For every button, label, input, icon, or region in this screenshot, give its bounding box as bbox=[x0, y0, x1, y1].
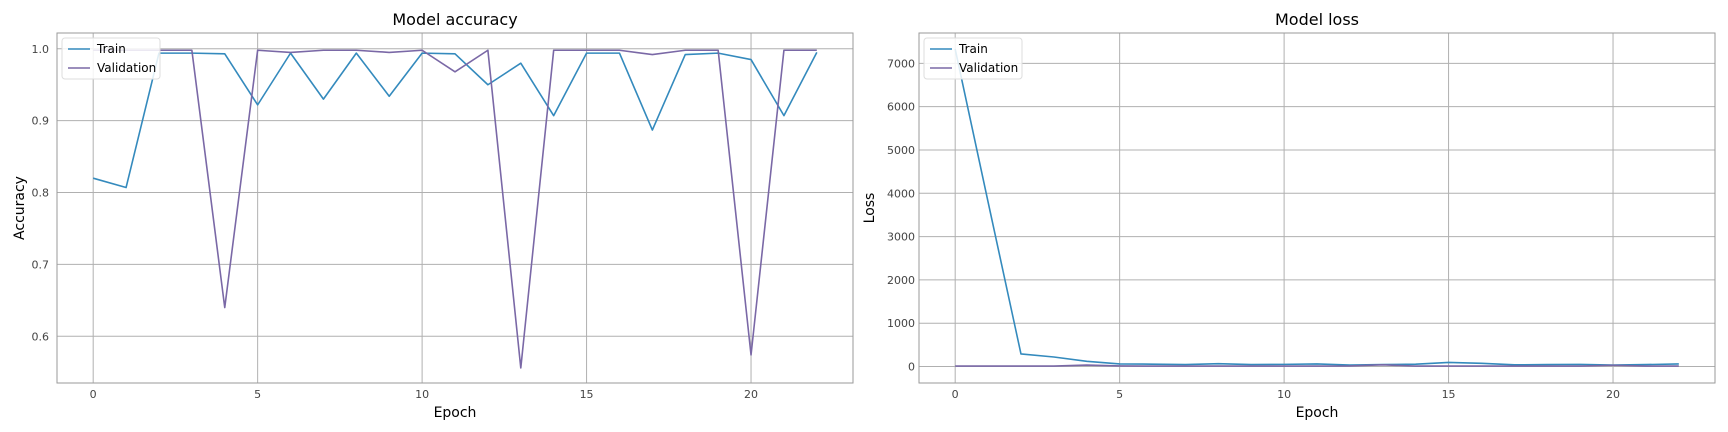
y-tick-label: 1.0 bbox=[32, 43, 50, 56]
x-tick-label: 0 bbox=[952, 388, 959, 401]
y-tick-label: 4000 bbox=[887, 187, 915, 200]
chart-title: Model accuracy bbox=[392, 10, 517, 29]
y-tick-label: 0.8 bbox=[32, 187, 50, 200]
series-line-train bbox=[954, 48, 1679, 366]
y-axis-label: Loss bbox=[862, 193, 878, 224]
y-tick-label: 3000 bbox=[887, 231, 915, 244]
legend: Train Validation bbox=[61, 37, 161, 80]
y-axis-label: Accuracy bbox=[12, 176, 28, 240]
x-axis-label: Epoch bbox=[1296, 405, 1339, 421]
x-tick-label: 15 bbox=[1442, 388, 1456, 401]
legend-label-validation: Validation bbox=[97, 61, 156, 75]
y-tick-label: 0.6 bbox=[32, 330, 50, 343]
chart-title: Model loss bbox=[1275, 10, 1359, 29]
x-tick-label: 5 bbox=[1116, 388, 1123, 401]
plot-area-frame bbox=[918, 32, 1716, 384]
y-tick-label: 1000 bbox=[887, 317, 915, 330]
y-tick-label: 2000 bbox=[887, 274, 915, 287]
x-tick-label: 15 bbox=[580, 388, 594, 401]
x-axis-label: Epoch bbox=[434, 405, 477, 421]
y-tick-label: 0.7 bbox=[32, 258, 50, 271]
y-tick-label: 5000 bbox=[887, 144, 915, 157]
x-tick-label: 0 bbox=[90, 388, 97, 401]
x-tick-label: 5 bbox=[254, 388, 261, 401]
legend: Train Validation bbox=[923, 37, 1023, 80]
chart-panel-2: 0 5 10 15 20 0 1000 2000 3000 4000 5000 6000 7000 Mod… bbox=[862, 10, 1716, 421]
x-tick-label: 10 bbox=[1277, 388, 1291, 401]
legend-label-validation: Validation bbox=[959, 61, 1018, 75]
plot-area-frame bbox=[56, 32, 854, 384]
series-line-validation bbox=[955, 364, 1679, 367]
x-tick-label: 10 bbox=[415, 388, 429, 401]
legend-label-train: Train bbox=[958, 42, 988, 56]
y-tick-label: 0.9 bbox=[32, 115, 50, 128]
x-tick-label: 20 bbox=[744, 388, 758, 401]
y-tick-label: 0 bbox=[908, 361, 915, 374]
series-line-validation bbox=[93, 49, 817, 369]
series-line-train bbox=[92, 52, 818, 189]
legend-label-train: Train bbox=[96, 42, 126, 56]
y-tick-label: 6000 bbox=[887, 101, 915, 114]
x-tick-label: 20 bbox=[1606, 388, 1620, 401]
y-tick-label: 7000 bbox=[887, 57, 915, 70]
chart-panel-1: 0 5 10 15 20 0.6 0.7 0.8 0.9 1.0 Model accuracy Epo… bbox=[12, 10, 854, 421]
